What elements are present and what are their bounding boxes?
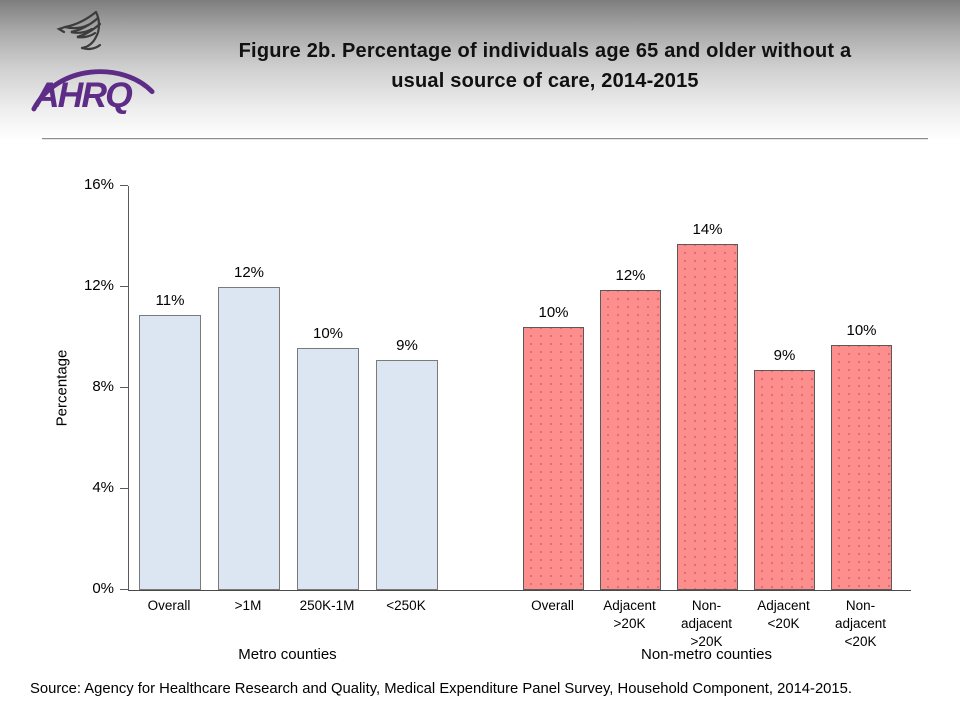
bar xyxy=(297,348,359,590)
bar-value-label: 11% xyxy=(155,292,185,309)
x-tick-label: <250K xyxy=(386,598,426,613)
bar xyxy=(376,360,438,590)
bar xyxy=(523,327,584,590)
x-tick-label: >1M xyxy=(234,598,262,613)
hhs-eagle-icon xyxy=(56,10,102,51)
bar-value-label: 10% xyxy=(846,322,877,339)
x-tick-label: Overall xyxy=(147,598,191,613)
figure-title-line2: usual source of care, 2014-2015 xyxy=(391,70,699,92)
plot-area: 11% 12% 10% 9% 10% 12% 14% 9% 10% xyxy=(128,186,911,591)
x-tick-label: Adjacent <20K xyxy=(757,598,810,632)
ahrq-logo: AHRQ xyxy=(30,4,155,114)
source-note: Source: Agency for Healthcare Research a… xyxy=(30,681,852,697)
bar xyxy=(831,345,892,590)
y-tick-mark xyxy=(120,185,128,186)
figure-title: Figure 2b. Percentage of individuals age… xyxy=(150,36,940,96)
bar-value-label: 9% xyxy=(396,337,418,354)
y-tick-mark xyxy=(120,589,128,590)
x-tick-label: Non-adjacent >20K xyxy=(680,598,733,650)
bar xyxy=(139,315,201,590)
bar-value-label: 10% xyxy=(312,325,344,342)
y-tick-label: 12% xyxy=(83,277,114,294)
ahrq-logo-text: AHRQ xyxy=(33,75,133,114)
y-tick-mark xyxy=(120,387,128,388)
bar xyxy=(677,244,738,590)
bar-value-label: 12% xyxy=(233,264,265,281)
bar-value-label: 9% xyxy=(773,347,796,364)
bar xyxy=(218,287,280,590)
bar-value-label: 10% xyxy=(538,304,569,321)
y-tick-label: 0% xyxy=(92,580,114,597)
y-tick-label: 8% xyxy=(92,378,114,395)
group-label: Metro counties xyxy=(238,646,337,663)
bar-value-label: 12% xyxy=(615,267,646,284)
x-tick-label: Overall xyxy=(531,598,574,613)
x-tick-label: 250K-1M xyxy=(299,598,355,613)
y-tick-label: 16% xyxy=(83,176,114,193)
figure-title-line1: Figure 2b. Percentage of individuals age… xyxy=(238,40,852,62)
y-tick-mark xyxy=(120,488,128,489)
header-band: AHRQ Figure 2b. Percentage of individual… xyxy=(0,0,960,140)
bar-value-label: 14% xyxy=(692,221,723,238)
bar xyxy=(754,370,815,590)
x-tick-label: Non-adjacent <20K xyxy=(834,598,887,650)
title-divider xyxy=(42,138,928,140)
x-tick-label: Adjacent >20K xyxy=(603,598,656,632)
y-tick-label: 4% xyxy=(92,479,114,496)
bar xyxy=(600,290,661,590)
y-tick-mark xyxy=(120,286,128,287)
ahrq-wordmark: AHRQ xyxy=(31,69,155,114)
group-label: Non-metro counties xyxy=(641,646,772,663)
